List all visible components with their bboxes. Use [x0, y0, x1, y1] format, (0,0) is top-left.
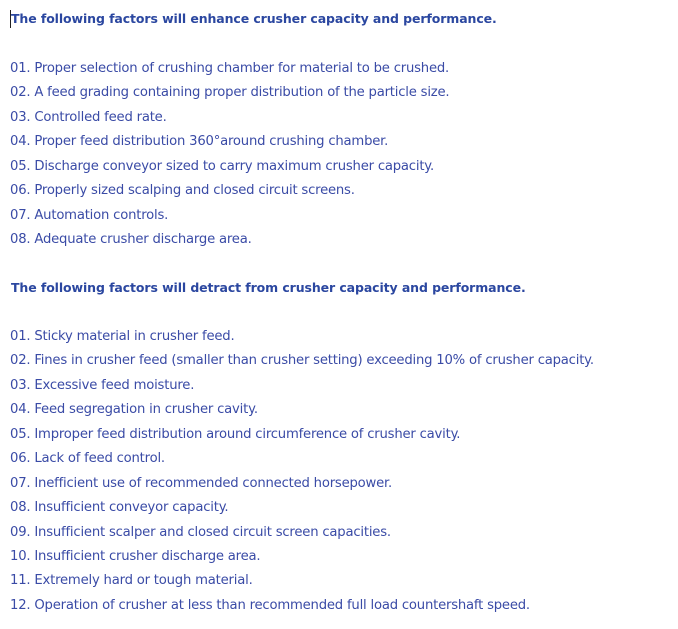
enhance-list: 01. Proper selection of crushing chamber…	[10, 57, 450, 253]
list-item: 09. Insufficient scalper and closed circ…	[10, 524, 391, 540]
list-item: 02. Fines in crusher feed (smaller than …	[10, 353, 594, 369]
list-item: 03. Controlled feed rate.	[10, 109, 167, 125]
list-item: 06. Properly sized scalping and closed c…	[10, 183, 355, 199]
list-item: 01. Sticky material in crusher feed.	[10, 329, 235, 344]
list-item: 04. Feed segregation in crusher cavity.	[10, 402, 258, 418]
list-item: 07. Automation controls.	[10, 207, 169, 223]
list-item: 11. Extremely hard or tough material.	[10, 573, 253, 589]
list-item: 10. Insufficient crusher discharge area.	[10, 548, 261, 564]
list-item: 04. Proper feed distribution 360°around …	[10, 134, 389, 150]
list-item: 03. Excessive feed moisture.	[10, 377, 195, 393]
detract-list: 01. Sticky material in crusher feed. 02.…	[10, 325, 594, 618]
detract-heading: The following factors will detract from …	[11, 280, 526, 295]
list-item: 08. Insufficient conveyor capacity.	[10, 500, 229, 516]
list-item: 07. Inefficient use of recommended conne…	[10, 475, 393, 491]
list-item: 05. Discharge conveyor sized to carry ma…	[10, 158, 435, 174]
text-cursor	[10, 10, 11, 28]
list-item: 06. Lack of feed control.	[10, 451, 165, 467]
enhance-heading: The following factors will enhance crush…	[11, 11, 497, 26]
list-item: 01. Proper selection of crushing chamber…	[10, 61, 450, 76]
list-item: 08. Adequate crusher discharge area.	[10, 232, 252, 248]
list-item: 02. A feed grading containing proper dis…	[10, 85, 450, 101]
list-item: 05. Improper feed distribution around ci…	[10, 426, 461, 442]
list-item: 12. Operation of crusher at less than re…	[10, 597, 530, 613]
